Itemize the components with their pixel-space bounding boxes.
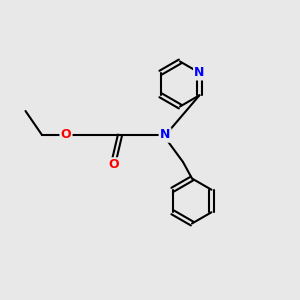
- Text: O: O: [61, 128, 71, 142]
- Text: O: O: [109, 158, 119, 172]
- Text: N: N: [194, 66, 205, 79]
- Text: N: N: [160, 128, 170, 142]
